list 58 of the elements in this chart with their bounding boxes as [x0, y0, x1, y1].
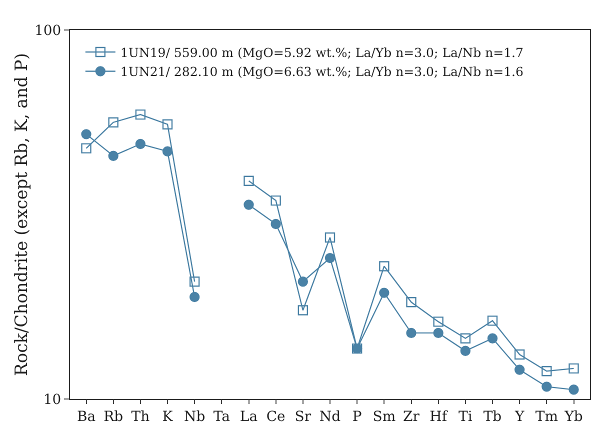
- x-tick-label: Ce: [266, 408, 286, 425]
- point: [108, 150, 118, 161]
- point: [406, 297, 416, 308]
- point: [244, 176, 254, 186]
- x-tick-label: K: [162, 408, 174, 425]
- point: [135, 109, 146, 120]
- point: [162, 146, 173, 156]
- x-tick-label: Tb: [483, 408, 502, 425]
- point: [568, 384, 579, 395]
- x-tick-label: Ti: [458, 408, 473, 425]
- x-tick-label: Nb: [184, 408, 206, 425]
- point: [108, 117, 118, 128]
- point: [568, 363, 579, 374]
- x-tick-label: Zr: [403, 408, 420, 425]
- x-tick-label: Rb: [104, 408, 124, 425]
- point: [379, 288, 390, 298]
- point: [162, 119, 173, 130]
- point: [542, 366, 552, 376]
- point: [460, 333, 471, 344]
- x-tick-label: Sm: [372, 408, 396, 425]
- point: [244, 200, 254, 210]
- x-tick-label: Th: [131, 408, 150, 425]
- x-tick-label: Ba: [76, 408, 96, 425]
- point: [487, 316, 498, 326]
- x-tick-label: Yb: [564, 408, 583, 425]
- y-axis-title: Rock/Chondrite (except Rb, K, and P): [12, 53, 32, 376]
- point: [542, 382, 552, 392]
- y-tick-label: 10: [43, 392, 62, 408]
- x-tick-label: Y: [514, 408, 525, 425]
- point: [324, 232, 336, 243]
- point: [514, 349, 525, 360]
- point: [298, 305, 308, 316]
- x-tick-label: Sr: [294, 408, 312, 425]
- point: [81, 129, 92, 140]
- point: [487, 333, 498, 344]
- legend-label: 1UN21/ 282.10 m (MgO=6.63 wt.%; La/Yb n=3.0; La/Nb n=1.6: [120, 64, 524, 80]
- point: [433, 328, 444, 338]
- legend-label: 1UN19/ 559.00 m (MgO=5.92 wt.%; La/Yb n=3.0; La/Nb n=1.7: [120, 44, 524, 60]
- point: [324, 252, 336, 264]
- point: [298, 276, 308, 287]
- x-tick-label: La: [240, 408, 258, 425]
- x-tick-label: Hf: [430, 408, 449, 425]
- point: [189, 292, 200, 302]
- point: [270, 218, 281, 230]
- x-tick-label: P: [352, 408, 362, 425]
- x-tick-label: Nd: [319, 408, 341, 425]
- x-tick-label: Ta: [213, 408, 230, 425]
- point: [81, 143, 92, 154]
- point: [189, 276, 200, 287]
- x-tick-label: Tm: [535, 408, 558, 425]
- point: [433, 316, 444, 327]
- point: [379, 261, 390, 272]
- point: [514, 364, 525, 375]
- point: [270, 195, 281, 206]
- point: [406, 328, 416, 338]
- point: [460, 346, 471, 356]
- point: [135, 138, 146, 150]
- y-tick-label: 100: [34, 22, 62, 39]
